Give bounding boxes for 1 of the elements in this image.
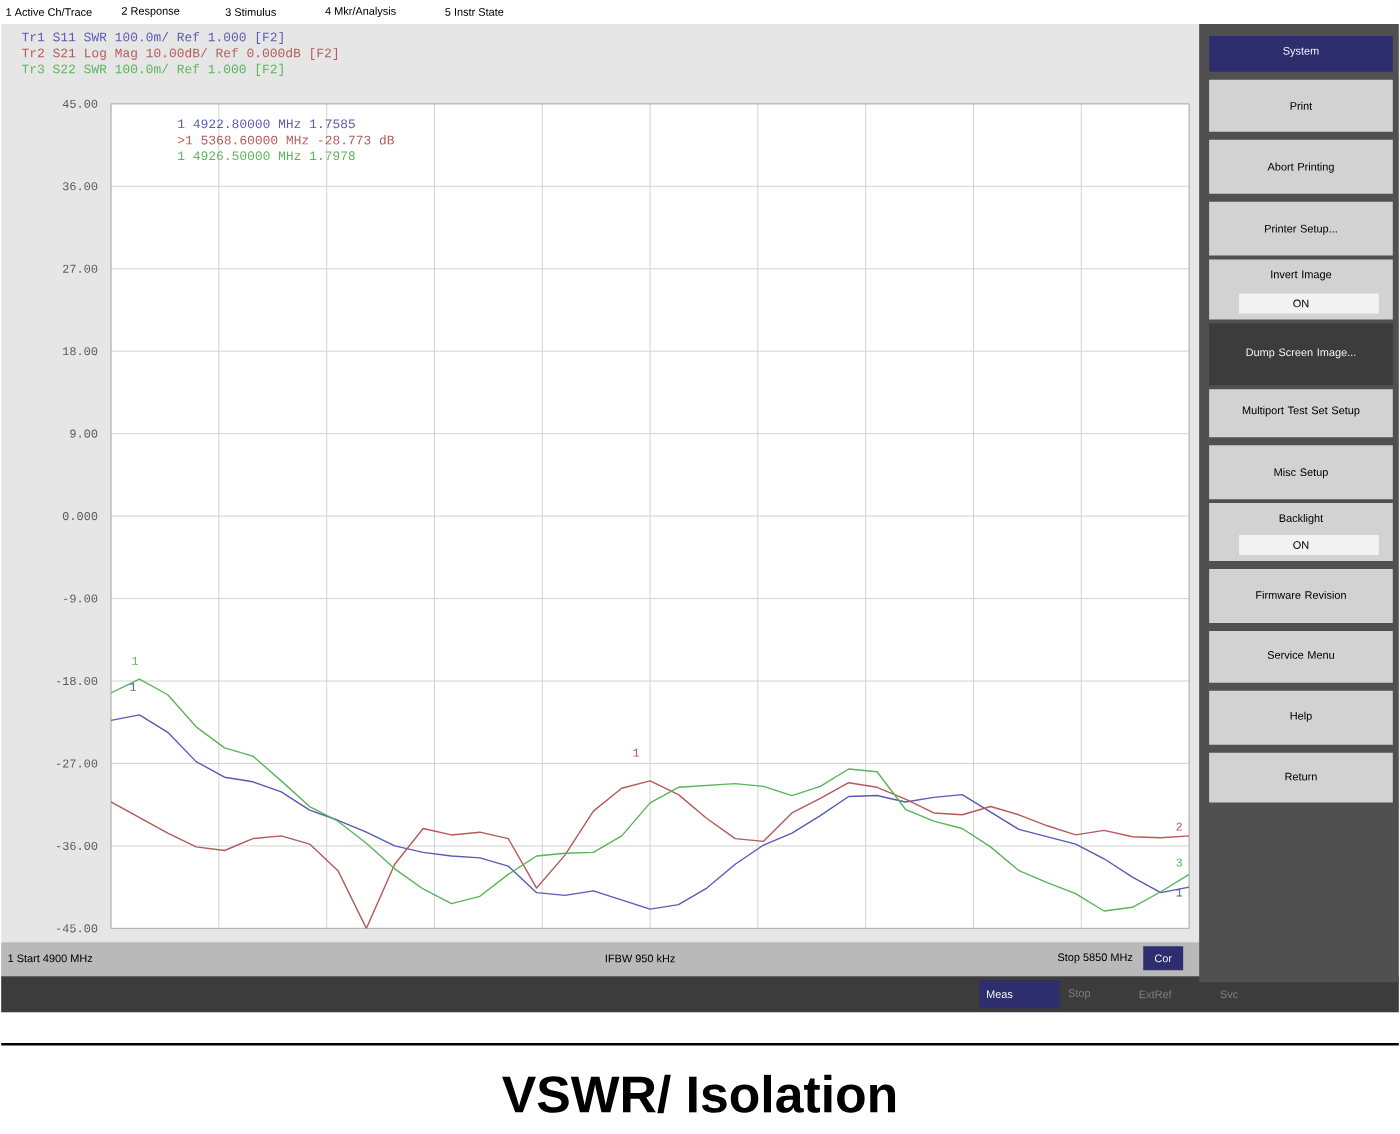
text: VSWR/ Isolation [502,1074,896,1114]
